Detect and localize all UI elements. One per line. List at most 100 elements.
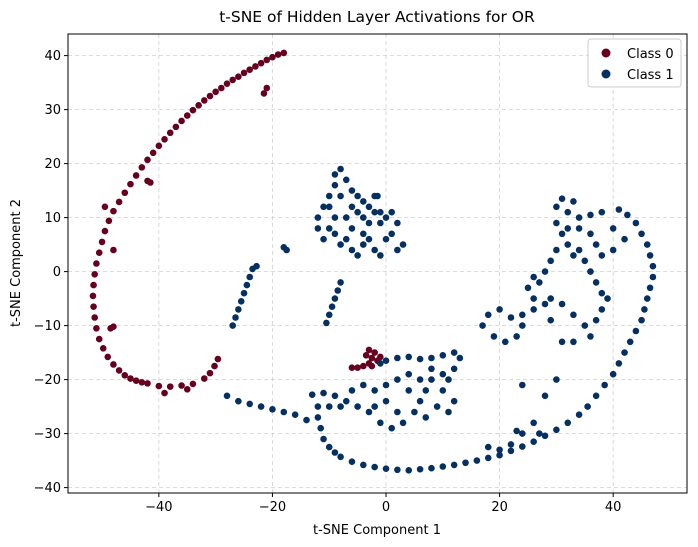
point-class-1 xyxy=(405,353,413,361)
point-class-1 xyxy=(382,357,390,365)
point-class-1 xyxy=(331,449,339,456)
point-class-1 xyxy=(641,306,648,313)
point-class-1 xyxy=(365,235,373,243)
point-class-0 xyxy=(91,314,98,321)
y-tick-label: −30 xyxy=(34,427,61,442)
point-class-0 xyxy=(98,238,106,246)
point-class-0 xyxy=(206,92,214,100)
point-class-1 xyxy=(433,403,441,410)
point-class-1 xyxy=(428,464,435,472)
point-class-1 xyxy=(604,295,611,302)
point-class-0 xyxy=(377,353,384,361)
point-class-1 xyxy=(325,403,333,410)
point-class-1 xyxy=(507,314,515,321)
point-class-1 xyxy=(337,279,344,286)
point-class-1 xyxy=(354,252,361,259)
point-class-1 xyxy=(592,241,600,248)
point-class-1 xyxy=(450,365,458,373)
y-tick-label: 20 xyxy=(44,157,61,172)
point-class-1 xyxy=(570,198,577,205)
point-class-1 xyxy=(570,338,577,346)
point-class-0 xyxy=(132,377,140,384)
point-class-1 xyxy=(365,219,373,227)
point-class-1 xyxy=(553,376,560,383)
point-class-1 xyxy=(337,165,344,173)
point-class-1 xyxy=(513,427,520,435)
point-class-0 xyxy=(105,217,113,225)
point-class-0 xyxy=(90,281,97,289)
point-class-0 xyxy=(263,84,271,92)
point-class-1 xyxy=(570,252,577,259)
point-class-0 xyxy=(138,164,146,171)
point-class-0 xyxy=(280,49,288,57)
point-class-0 xyxy=(212,88,219,96)
point-class-1 xyxy=(592,279,600,286)
point-class-1 xyxy=(328,303,336,311)
point-class-1 xyxy=(411,408,418,416)
point-class-1 xyxy=(325,443,333,451)
point-class-1 xyxy=(388,208,395,216)
point-class-0 xyxy=(144,177,151,185)
point-class-1 xyxy=(621,349,628,356)
point-class-0 xyxy=(348,364,356,372)
point-class-1 xyxy=(564,419,572,427)
point-class-0 xyxy=(110,246,117,254)
point-class-0 xyxy=(121,189,129,197)
point-class-1 xyxy=(416,355,424,363)
legend-marker-class-1 xyxy=(601,69,611,79)
point-class-1 xyxy=(394,246,401,254)
point-class-0 xyxy=(211,362,218,370)
point-class-1 xyxy=(237,298,245,305)
point-class-0 xyxy=(172,123,180,131)
point-class-1 xyxy=(360,241,367,248)
point-class-1 xyxy=(331,230,339,238)
point-class-1 xyxy=(587,333,594,340)
point-class-1 xyxy=(280,408,288,416)
y-tick-label: 0 xyxy=(53,265,61,280)
point-class-0 xyxy=(195,101,202,109)
point-class-1 xyxy=(334,287,342,294)
point-class-0 xyxy=(101,203,109,211)
point-class-1 xyxy=(649,262,657,270)
point-class-1 xyxy=(342,397,350,405)
point-class-1 xyxy=(450,397,458,405)
point-class-1 xyxy=(371,403,378,410)
point-class-1 xyxy=(354,403,361,410)
point-class-1 xyxy=(348,387,356,394)
point-class-1 xyxy=(394,466,401,474)
point-class-1 xyxy=(325,311,333,319)
plot-frame xyxy=(67,33,688,494)
point-class-1 xyxy=(428,365,435,373)
point-class-1 xyxy=(598,208,606,216)
point-class-1 xyxy=(342,235,350,243)
point-class-0 xyxy=(138,379,146,386)
point-class-1 xyxy=(513,333,520,340)
point-class-1 xyxy=(484,454,492,462)
point-class-1 xyxy=(235,397,242,405)
chart-title: t-SNE of Hidden Layer Activations for OR xyxy=(219,8,535,26)
point-class-1 xyxy=(496,306,503,313)
point-class-1 xyxy=(553,246,560,254)
point-class-1 xyxy=(541,300,549,308)
point-class-0 xyxy=(257,59,265,67)
point-class-1 xyxy=(541,392,549,400)
legend-label-class-0: Class 0 xyxy=(627,47,674,62)
y-tick-label: 30 xyxy=(44,103,61,118)
point-class-1 xyxy=(283,246,290,254)
point-class-1 xyxy=(314,414,322,421)
point-class-1 xyxy=(331,181,339,189)
point-class-1 xyxy=(291,411,299,419)
point-class-1 xyxy=(626,338,634,346)
point-class-1 xyxy=(337,453,344,461)
point-class-1 xyxy=(360,461,367,469)
point-class-1 xyxy=(223,392,231,400)
legend-label-class-1: Class 1 xyxy=(627,68,674,83)
point-class-1 xyxy=(445,376,452,383)
point-class-1 xyxy=(598,252,606,259)
point-class-1 xyxy=(439,387,447,394)
point-class-1 xyxy=(558,300,566,308)
point-class-1 xyxy=(377,219,384,227)
point-class-1 xyxy=(399,241,407,248)
point-class-1 xyxy=(649,273,657,281)
